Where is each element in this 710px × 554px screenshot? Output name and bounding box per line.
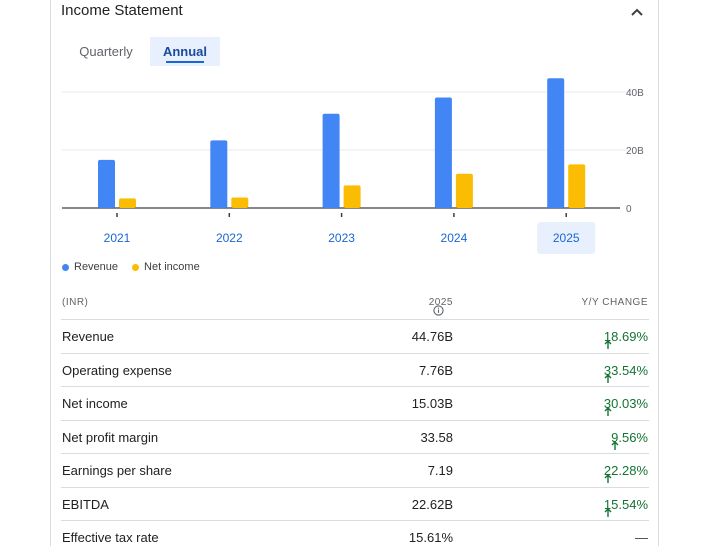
- arrow-up-icon: [604, 472, 612, 487]
- row-change-value: 22.28%: [603, 463, 648, 478]
- bar-net-income: [568, 164, 586, 208]
- y-tick-label: 20B: [626, 146, 644, 157]
- x-tick-label[interactable]: 2025: [553, 231, 580, 245]
- legend-dot-net-income: [132, 263, 140, 271]
- table-row: EBITDA 22.62B 15.54%: [61, 488, 649, 521]
- legend-item-net-income: Net income: [132, 261, 200, 273]
- x-tick-label[interactable]: 2022: [216, 231, 243, 245]
- x-tick-label[interactable]: 2024: [441, 231, 468, 245]
- bar-revenue: [98, 159, 115, 208]
- row-change: 15.54%: [603, 496, 648, 517]
- tab-annual-label: Annual: [162, 44, 208, 59]
- row-value: 33.58: [420, 429, 453, 445]
- arrow-up-icon: [604, 405, 612, 420]
- tab-annual[interactable]: Annual: [150, 37, 220, 66]
- bar-revenue: [547, 78, 565, 208]
- row-change-value: 33.54%: [603, 362, 648, 378]
- bar-net-income: [455, 173, 473, 208]
- legend-label-revenue: Revenue: [74, 261, 119, 273]
- header-year: 2025: [428, 297, 453, 316]
- legend-dot-revenue: [62, 263, 69, 271]
- row-change: 18.69%: [603, 329, 648, 349]
- collapse-button[interactable]: [628, 3, 646, 21]
- bar-revenue: [210, 140, 228, 208]
- legend-item-revenue: Revenue: [62, 261, 118, 273]
- row-label: Effective tax rate: [62, 530, 159, 545]
- row-change: 33.54%: [603, 362, 648, 383]
- tab-quarterly[interactable]: Quarterly: [79, 44, 133, 59]
- bar-net-income: [119, 198, 136, 208]
- row-value: 15.03B: [411, 396, 453, 411]
- financials-table: (INR) 2025 Y/Y CHANGE Revenue 44.76B 18.69…: [61, 289, 649, 554]
- row-label: Earnings per share: [62, 463, 172, 478]
- bar-revenue: [434, 97, 452, 208]
- row-label: EBITDA: [62, 496, 109, 512]
- row-value: 7.76B: [419, 362, 453, 378]
- table-body: Revenue 44.76B 18.69% Operating expense 7.76…: [61, 320, 649, 554]
- arrow-up-icon: [611, 439, 619, 454]
- row-value: 7.19: [427, 463, 453, 478]
- legend-label-net-income: Net income: [144, 261, 200, 273]
- row-change-value: 9.56%: [611, 429, 648, 445]
- bar-net-income: [231, 197, 249, 208]
- revenue-chart: 0 20B 40B 2021 2022 2023 2024 2025: [62, 78, 644, 254]
- selected-year-highlight: [537, 222, 596, 254]
- table-row: Effective tax rate 15.61% —: [61, 521, 649, 554]
- tab-selected-indicator: [166, 61, 204, 63]
- row-value: 44.76B: [411, 329, 453, 344]
- row-change: 9.56%: [611, 429, 648, 450]
- income-statement-card: [50, 0, 659, 546]
- row-change: —: [635, 530, 648, 545]
- row-change-value: 15.54%: [603, 496, 648, 512]
- row-label: Net income: [62, 396, 128, 411]
- table-row: Net income 15.03B 30.03%: [61, 387, 649, 421]
- row-change-value: 18.69%: [603, 329, 648, 344]
- table-row: Revenue 44.76B 18.69%: [61, 320, 649, 354]
- row-change-value: —: [635, 530, 648, 545]
- row-value: 15.61%: [408, 530, 453, 545]
- y-tick-label: 0: [626, 204, 632, 215]
- arrow-up-icon: [604, 372, 612, 387]
- header-year-label: 2025: [428, 297, 453, 308]
- chart-legend: Revenue Net income: [62, 261, 214, 273]
- row-change: 30.03%: [603, 396, 648, 416]
- x-tick-label[interactable]: 2023: [328, 231, 355, 245]
- table-header: (INR) 2025 Y/Y CHANGE: [61, 289, 649, 320]
- row-change: 22.28%: [603, 463, 648, 483]
- chevron-up-icon: [631, 8, 643, 16]
- card-title: Income Statement: [61, 2, 183, 19]
- arrow-up-icon: [604, 506, 612, 521]
- row-value: 22.62B: [411, 496, 453, 512]
- row-label: Net profit margin: [62, 429, 159, 445]
- row-label: Revenue: [62, 329, 115, 344]
- bar-revenue: [322, 113, 340, 208]
- y-tick-label: 40B: [626, 88, 644, 99]
- row-label: Operating expense: [62, 362, 172, 378]
- table-row: Earnings per share 7.19 22.28%: [61, 454, 649, 488]
- row-change-value: 30.03%: [603, 396, 648, 411]
- x-tick-label[interactable]: 2021: [104, 231, 131, 245]
- bar-net-income: [343, 185, 361, 208]
- header-currency: (INR): [62, 297, 89, 308]
- arrow-up-icon: [604, 338, 612, 353]
- info-icon[interactable]: [433, 305, 444, 316]
- table-row: Net profit margin 33.58 9.56%: [61, 421, 649, 454]
- table-row: Operating expense 7.76B 33.54%: [61, 354, 649, 387]
- header-change: Y/Y CHANGE: [581, 297, 648, 308]
